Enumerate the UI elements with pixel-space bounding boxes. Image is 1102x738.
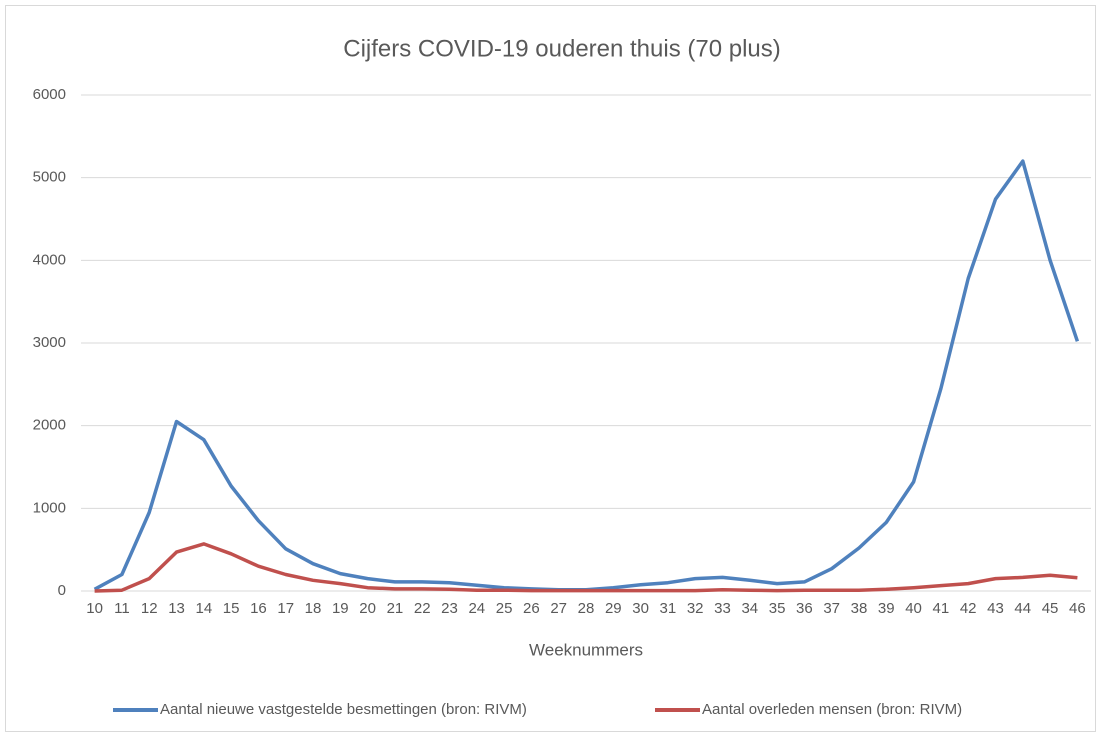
x-tick-label: 12 xyxy=(141,600,158,617)
x-tick-label: 44 xyxy=(1014,600,1031,617)
x-tick-label: 45 xyxy=(1042,600,1059,617)
x-tick-label: 32 xyxy=(687,600,704,617)
y-tick-label: 3000 xyxy=(33,334,66,351)
x-tick-label: 21 xyxy=(387,600,404,617)
y-tick-label: 4000 xyxy=(33,251,66,268)
x-tick-label: 29 xyxy=(605,600,622,617)
x-tick-label: 28 xyxy=(578,600,595,617)
legend-label: Aantal overleden mensen (bron: RIVM) xyxy=(702,701,962,718)
x-tick-label: 26 xyxy=(523,600,540,617)
x-tick-label: 16 xyxy=(250,600,267,617)
x-axis-title: Weeknummers xyxy=(529,640,643,659)
x-tick-label: 19 xyxy=(332,600,349,617)
x-tick-label: 46 xyxy=(1069,600,1086,617)
x-tick-label: 38 xyxy=(851,600,868,617)
y-tick-label: 2000 xyxy=(33,417,66,434)
x-tick-label: 27 xyxy=(550,600,567,617)
x-tick-label: 39 xyxy=(878,600,895,617)
x-tick-label: 41 xyxy=(933,600,950,617)
chart-title: Cijfers COVID-19 ouderen thuis (70 plus) xyxy=(343,35,781,62)
x-tick-label: 34 xyxy=(741,600,758,617)
series-line xyxy=(94,542,1078,593)
y-tick-label: 0 xyxy=(58,582,66,599)
x-tick-label: 25 xyxy=(496,600,513,617)
x-tick-label: 37 xyxy=(823,600,840,617)
x-tick-label: 43 xyxy=(987,600,1004,617)
legend-label: Aantal nieuwe vastgestelde besmettingen … xyxy=(160,701,527,718)
y-tick-label: 5000 xyxy=(33,169,66,186)
x-tick-label: 30 xyxy=(632,600,649,617)
x-tick-label: 31 xyxy=(660,600,677,617)
x-tick-label: 10 xyxy=(86,600,103,617)
x-tick-label: 35 xyxy=(769,600,786,617)
x-tick-label: 24 xyxy=(468,600,485,617)
x-tick-label: 40 xyxy=(905,600,922,617)
x-tick-label: 18 xyxy=(305,600,322,617)
x-tick-label: 23 xyxy=(441,600,458,617)
y-tick-label: 1000 xyxy=(33,499,66,516)
x-tick-label: 42 xyxy=(960,600,977,617)
y-tick-label: 6000 xyxy=(33,86,66,103)
x-tick-label: 15 xyxy=(223,600,240,617)
x-tick-label: 20 xyxy=(359,600,376,617)
chart-border xyxy=(5,5,1096,732)
x-tick-label: 36 xyxy=(796,600,813,617)
x-tick-label: 13 xyxy=(168,600,185,617)
x-tick-label: 14 xyxy=(195,600,212,617)
x-tick-label: 17 xyxy=(277,600,294,617)
x-tick-label: 22 xyxy=(414,600,431,617)
x-tick-label: 33 xyxy=(714,600,731,617)
x-tick-label: 11 xyxy=(114,600,130,617)
